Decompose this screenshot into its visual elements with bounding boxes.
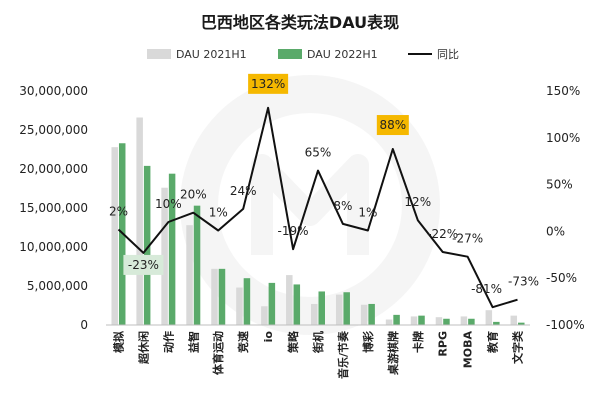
data-label-highlight bbox=[123, 254, 164, 275]
bar-2022 bbox=[443, 318, 450, 325]
category-label: io bbox=[262, 331, 275, 343]
category-label: 竞速 bbox=[236, 331, 250, 353]
data-label: 10% bbox=[155, 197, 182, 211]
data-label-highlight bbox=[248, 73, 289, 94]
category-label: 策略 bbox=[286, 330, 300, 354]
data-label: 2% bbox=[109, 205, 128, 219]
data-label: 1% bbox=[209, 205, 228, 219]
category-label: 教育 bbox=[486, 331, 500, 354]
left-tick-label: 20,000,000 bbox=[19, 162, 88, 176]
category-label: 益智 bbox=[186, 331, 200, 353]
bar-2022 bbox=[493, 321, 500, 325]
bar-2022 bbox=[468, 318, 475, 325]
legend-swatch-2021 bbox=[147, 49, 171, 59]
data-label: 8% bbox=[333, 199, 352, 213]
bar-2022 bbox=[393, 314, 400, 325]
legend: DAU 2021H1 DAU 2022H1 同比 bbox=[147, 48, 459, 61]
bar-2021 bbox=[385, 319, 393, 325]
category-labels: 模拟 超休闲 动作 益智 体育运动 竞速 io 策略 街机 音乐/节奏 博彩 桌游棋牌 卡牌 RPG MOB… bbox=[111, 330, 524, 379]
left-tick-label: 10,000,000 bbox=[19, 240, 88, 254]
data-label: 65% bbox=[305, 146, 332, 160]
data-label: -19% bbox=[278, 224, 309, 238]
bar-2021 bbox=[236, 287, 243, 325]
data-label: 24% bbox=[230, 184, 257, 198]
data-label: -23% bbox=[128, 258, 159, 272]
legend-label-yoy: 同比 bbox=[437, 48, 459, 61]
bar-2021 bbox=[111, 147, 118, 325]
data-label: 12% bbox=[404, 195, 431, 209]
left-tick-label: 15,000,000 bbox=[19, 201, 88, 215]
bar-2022 bbox=[268, 282, 276, 325]
data-label: -73% bbox=[508, 275, 539, 289]
data-labels: 2%-23%10%20%1%24%132%-19%65%8% 1%88%12%-2… bbox=[109, 73, 539, 296]
category-label: 超休闲 bbox=[136, 331, 150, 365]
right-tick-label: -50% bbox=[546, 271, 577, 285]
category-label: 动作 bbox=[161, 331, 175, 353]
right-tick-label: 150% bbox=[546, 84, 580, 98]
bar-2021 bbox=[485, 310, 493, 325]
right-tick-label: 100% bbox=[546, 131, 580, 145]
bar-2022 bbox=[518, 322, 525, 325]
bar-2022 bbox=[193, 205, 201, 325]
bar-2022 bbox=[243, 278, 251, 325]
bar-2021 bbox=[211, 268, 218, 325]
bar-2021 bbox=[311, 303, 318, 325]
category-label: 桌游棋牌 bbox=[386, 331, 400, 376]
data-label-highlight bbox=[376, 115, 409, 136]
legend-label-2021: DAU 2021H1 bbox=[176, 48, 247, 61]
bar-2021 bbox=[335, 294, 343, 325]
bar-2022 bbox=[218, 268, 226, 325]
bar-2022 bbox=[168, 173, 176, 325]
data-label: -81% bbox=[471, 282, 502, 296]
left-tick-label: 25,000,000 bbox=[19, 123, 88, 137]
bar-2021 bbox=[410, 316, 418, 325]
legend-swatch-2022 bbox=[278, 49, 302, 59]
category-label: 街机 bbox=[311, 331, 325, 354]
right-tick-label: -100% bbox=[546, 318, 585, 332]
bar-2021 bbox=[161, 187, 168, 325]
bar-2021 bbox=[510, 315, 518, 325]
left-tick-label: 30,000,000 bbox=[19, 84, 88, 98]
bar-2021 bbox=[136, 117, 143, 326]
data-label: 132% bbox=[251, 77, 285, 91]
bar-2022 bbox=[343, 292, 350, 325]
bar-2021 bbox=[186, 225, 193, 325]
category-label: MOBA bbox=[462, 331, 475, 369]
data-label: -27% bbox=[452, 232, 483, 246]
bar-2022 bbox=[143, 165, 151, 325]
category-label: 文字类 bbox=[511, 330, 525, 364]
bar-2021 bbox=[286, 275, 293, 325]
right-axis: -100% -50% 0% 50% 100% 150% bbox=[546, 84, 585, 332]
data-label: 20% bbox=[180, 188, 207, 202]
yoy-polyline bbox=[117, 106, 518, 309]
bar-2022 bbox=[368, 303, 375, 325]
bar-2021 bbox=[460, 316, 468, 325]
yoy-line bbox=[117, 106, 518, 309]
bar-2021 bbox=[360, 304, 368, 325]
category-label: RPG bbox=[437, 331, 450, 357]
category-label: 博彩 bbox=[361, 331, 375, 353]
data-label: 88% bbox=[379, 118, 406, 132]
left-axis: 0 5,000,000 10,000,000 15,000,000 20,000,000… bbox=[19, 84, 88, 332]
data-label: -22% bbox=[427, 227, 458, 241]
legend-label-2022: DAU 2022H1 bbox=[307, 48, 378, 61]
right-tick-label: 0% bbox=[546, 224, 565, 238]
bar-2022 bbox=[418, 315, 425, 325]
category-label: 卡牌 bbox=[411, 331, 425, 353]
chart-title: 巴西地区各类玩法DAU表现 bbox=[201, 13, 399, 32]
right-tick-label: 50% bbox=[546, 178, 573, 192]
bar-2022 bbox=[293, 284, 301, 325]
watermark-logo bbox=[180, 75, 440, 335]
left-tick-label: 5,000,000 bbox=[27, 279, 88, 293]
left-tick-label: 0 bbox=[80, 318, 88, 332]
data-label: 1% bbox=[358, 205, 377, 219]
category-label: 体育运动 bbox=[211, 331, 225, 375]
category-label: 音乐/节奏 bbox=[336, 330, 350, 379]
bar-2021 bbox=[261, 306, 268, 325]
bar-2021 bbox=[435, 317, 443, 325]
bar-2022 bbox=[318, 291, 325, 325]
category-label: 模拟 bbox=[111, 331, 125, 353]
